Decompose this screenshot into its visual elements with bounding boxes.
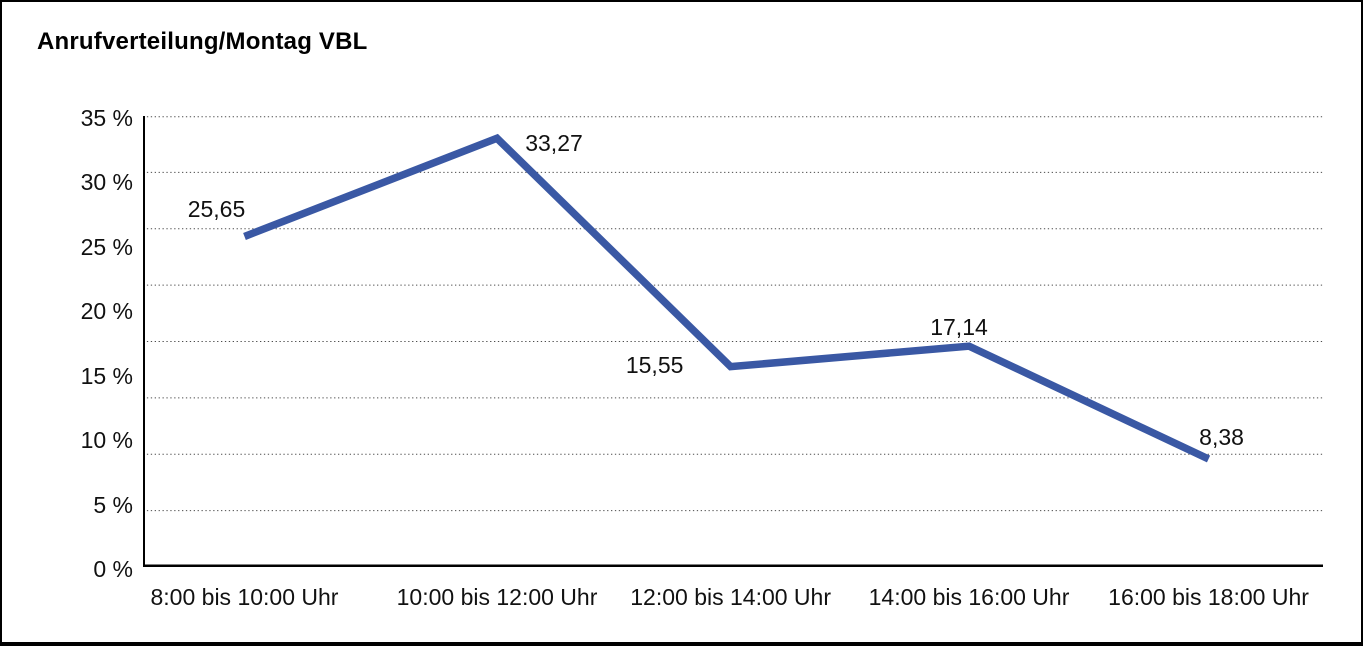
line-chart-svg [143,116,1323,567]
x-axis-tick-label: 8:00 bis 10:00 Uhr [150,584,339,610]
x-axis-tick-labels: 8:00 bis 10:00 Uhr 10:00 bis 12:00 Uhr 12:… [143,583,1323,613]
y-axis-tick-label: 30 % [80,169,133,196]
y-axis-tick-label: 0 % [93,556,133,582]
data-point-label: 15,55 [625,351,684,378]
x-axis-tick-label: 10:00 bis 12:00 Uhr [396,584,598,610]
data-point-label: 25,65 [187,196,246,223]
y-axis-tick-label: 25 % [80,233,133,260]
y-axis-tick-label: 5 % [93,491,133,518]
x-axis-tick-label: 16:00 bis 18:00 Uhr [1108,584,1309,610]
data-point-label: 17,14 [930,314,988,341]
y-axis-tick-label: 35 % [80,105,133,131]
data-point-label: 8,38 [1199,424,1244,451]
y-axis-tick-label: 20 % [80,298,133,325]
chart-title: Anrufverteilung/Montag VBL [37,28,368,55]
y-axis-tick-label: 10 % [80,427,133,454]
plot-area: 25,65 33,27 15,55 17,14 8,38 [143,116,1323,567]
y-axis-tick-label: 15 % [80,362,133,389]
x-axis-tick-label: 12:00 bis 14:00 Uhr [630,584,831,610]
x-axis-tick-label: 14:00 bis 16:00 Uhr [868,584,1070,610]
data-point-label: 33,27 [525,130,583,157]
data-series-line [243,133,1211,463]
data-point-labels: 25,65 33,27 15,55 17,14 8,38 [143,116,1323,567]
y-axis-tick-labels: 35 % 30 % 25 % 20 % 15 % 10 % 5 % 0 % [0,105,133,582]
